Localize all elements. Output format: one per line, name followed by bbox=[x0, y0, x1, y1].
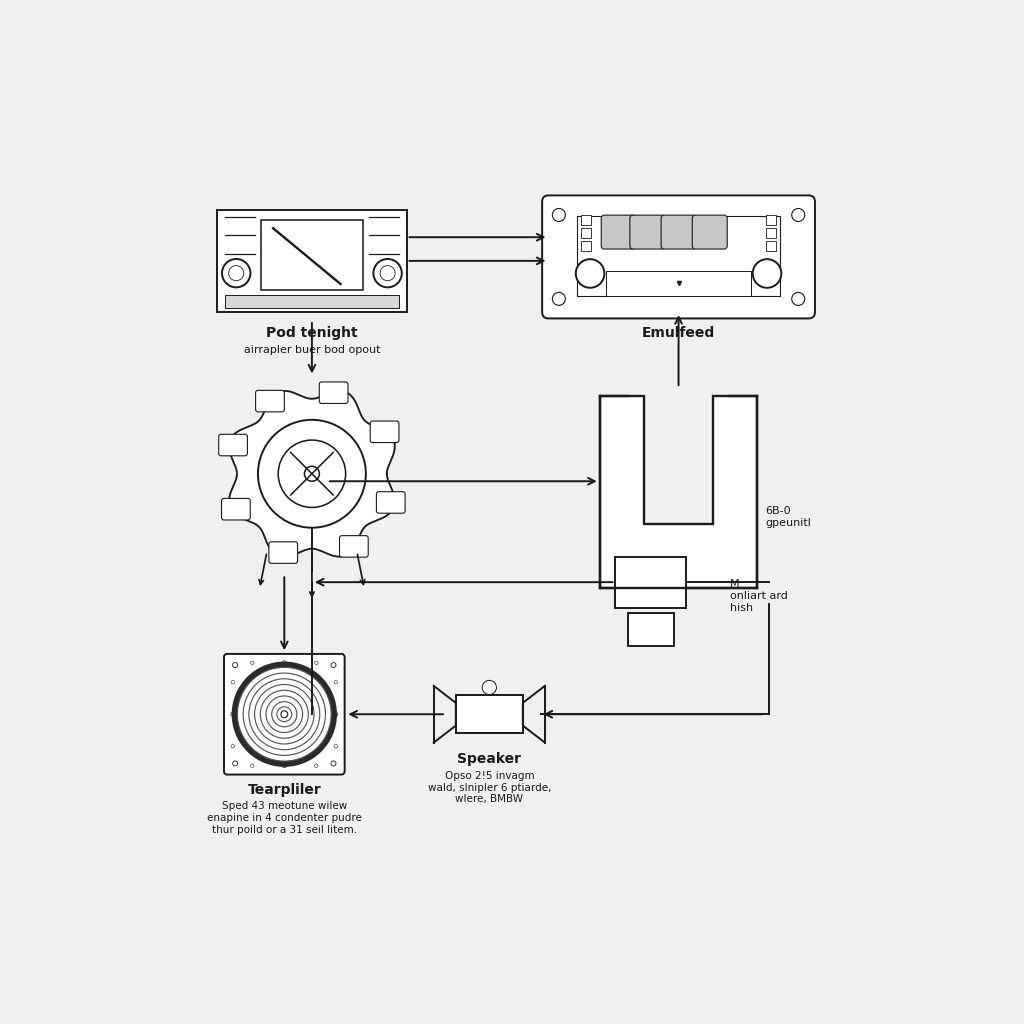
Circle shape bbox=[552, 209, 565, 221]
Circle shape bbox=[231, 681, 234, 684]
Text: airrapler buer bod opout: airrapler buer bod opout bbox=[244, 345, 380, 355]
Text: Sped 43 meotune wilew
enapine in 4 condenter pudre
thur poild or a 31 seil litem: Sped 43 meotune wilew enapine in 4 conde… bbox=[207, 802, 361, 835]
Circle shape bbox=[230, 712, 234, 717]
Circle shape bbox=[228, 265, 244, 281]
Circle shape bbox=[575, 259, 604, 288]
FancyBboxPatch shape bbox=[377, 492, 406, 513]
FancyBboxPatch shape bbox=[221, 499, 250, 520]
Text: 6B-0
gpeunitl: 6B-0 gpeunitl bbox=[765, 506, 811, 528]
Bar bbox=[766, 215, 776, 225]
Circle shape bbox=[334, 744, 338, 748]
Circle shape bbox=[753, 259, 781, 288]
Circle shape bbox=[331, 761, 336, 766]
Circle shape bbox=[304, 466, 319, 481]
Bar bbox=[628, 613, 674, 646]
Circle shape bbox=[234, 665, 334, 764]
Polygon shape bbox=[600, 396, 758, 588]
Bar bbox=[766, 242, 776, 252]
FancyBboxPatch shape bbox=[601, 215, 636, 249]
FancyBboxPatch shape bbox=[219, 434, 248, 456]
Circle shape bbox=[281, 711, 288, 718]
Circle shape bbox=[258, 420, 366, 527]
Circle shape bbox=[334, 681, 338, 684]
Circle shape bbox=[334, 712, 338, 717]
FancyBboxPatch shape bbox=[256, 390, 285, 412]
Circle shape bbox=[251, 764, 254, 767]
Bar bbox=[225, 295, 399, 308]
FancyBboxPatch shape bbox=[692, 215, 727, 249]
Circle shape bbox=[283, 660, 287, 665]
Polygon shape bbox=[229, 391, 395, 557]
Circle shape bbox=[552, 293, 565, 305]
Circle shape bbox=[482, 680, 497, 694]
Circle shape bbox=[374, 259, 401, 288]
Circle shape bbox=[380, 265, 395, 281]
Circle shape bbox=[222, 259, 251, 288]
Circle shape bbox=[314, 764, 318, 767]
Text: M
onliart ard
hish: M onliart ard hish bbox=[730, 580, 787, 612]
Circle shape bbox=[314, 662, 318, 665]
Bar bbox=[581, 215, 592, 225]
Text: Opso 2!5 invagm
wald, slnipler 6 ptiarde,
wlere, BMBW: Opso 2!5 invagm wald, slnipler 6 ptiarde… bbox=[428, 771, 551, 804]
Circle shape bbox=[232, 761, 238, 766]
Bar bbox=[615, 557, 686, 608]
Circle shape bbox=[331, 663, 336, 668]
Text: Pod tenight: Pod tenight bbox=[266, 327, 357, 340]
Bar bbox=[217, 210, 407, 312]
FancyBboxPatch shape bbox=[269, 542, 298, 563]
FancyBboxPatch shape bbox=[371, 421, 399, 442]
FancyBboxPatch shape bbox=[578, 216, 780, 296]
Circle shape bbox=[672, 567, 685, 582]
Circle shape bbox=[231, 744, 234, 748]
Text: Speaker: Speaker bbox=[458, 752, 521, 766]
FancyBboxPatch shape bbox=[340, 536, 369, 557]
Bar bbox=[581, 228, 592, 239]
Bar bbox=[766, 228, 776, 239]
Circle shape bbox=[792, 293, 805, 305]
FancyBboxPatch shape bbox=[662, 215, 696, 249]
Bar bbox=[261, 220, 362, 290]
Circle shape bbox=[279, 440, 346, 508]
FancyBboxPatch shape bbox=[630, 215, 665, 249]
Circle shape bbox=[792, 209, 805, 221]
FancyBboxPatch shape bbox=[542, 196, 815, 318]
Bar bbox=[606, 271, 752, 296]
Circle shape bbox=[232, 663, 238, 668]
Circle shape bbox=[251, 662, 254, 665]
Bar bbox=[581, 242, 592, 252]
FancyBboxPatch shape bbox=[224, 654, 345, 774]
Bar bbox=[456, 695, 523, 733]
FancyBboxPatch shape bbox=[319, 382, 348, 403]
Text: Emulfeed: Emulfeed bbox=[642, 327, 715, 340]
Text: Tearpliler: Tearpliler bbox=[248, 783, 322, 798]
Circle shape bbox=[283, 764, 287, 768]
